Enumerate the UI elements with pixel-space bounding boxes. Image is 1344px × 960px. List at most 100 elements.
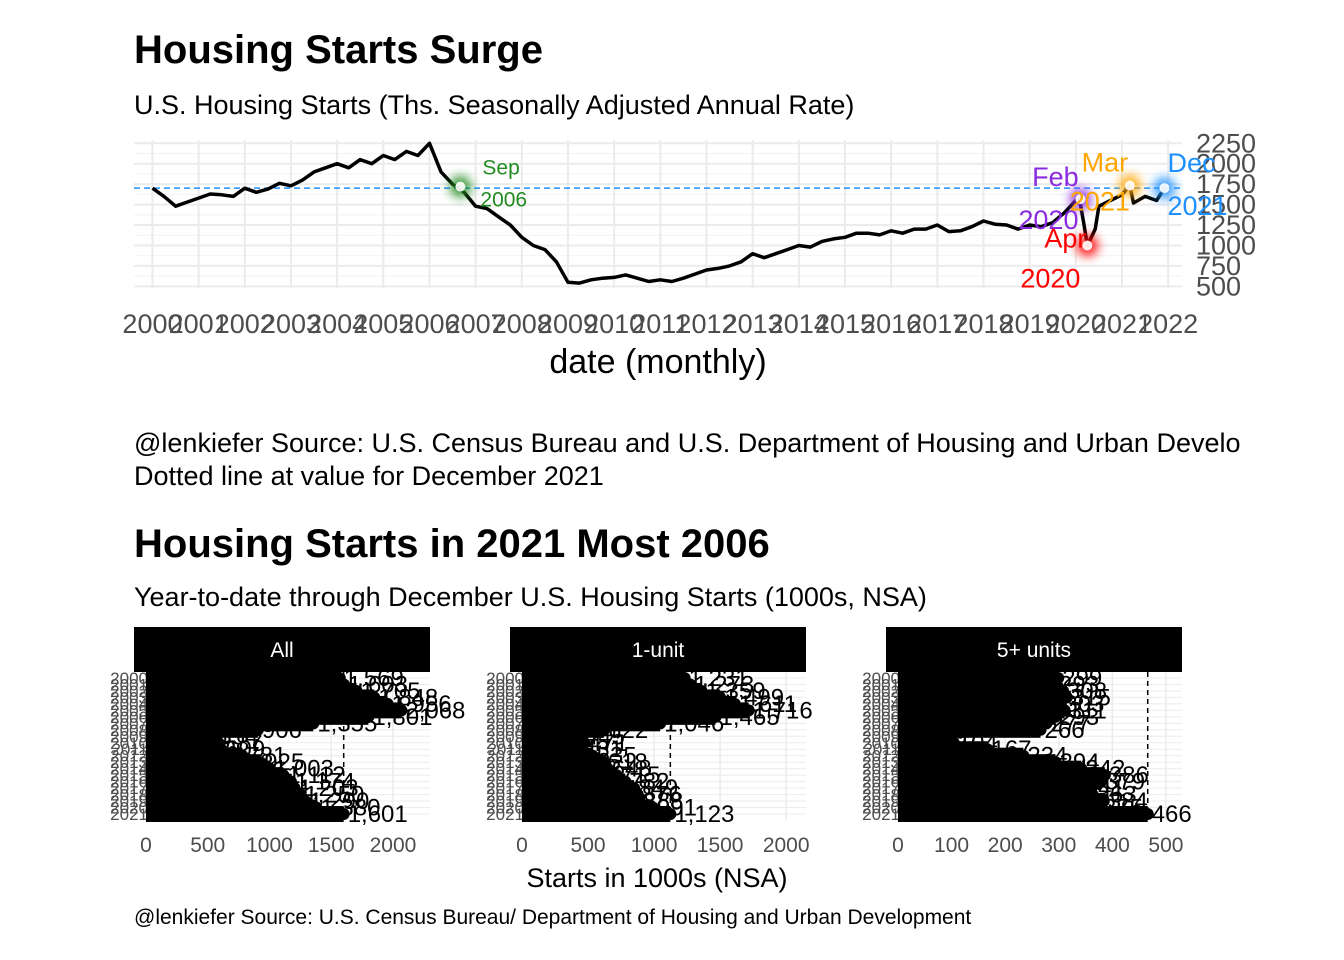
y-tick-label: 2017 xyxy=(486,779,524,798)
bar-value-label: 1,801 xyxy=(372,704,432,731)
y-tick-label: 2005 xyxy=(862,701,900,720)
y-tick-label: 2009 xyxy=(110,727,148,746)
x-tick-label: 2015 xyxy=(815,309,875,339)
y-tick-label: 2002 xyxy=(862,682,900,701)
bar-value-label: 386 xyxy=(1109,762,1149,789)
y-tick-label: 2004 xyxy=(110,695,148,714)
y-tick-label: 2000 xyxy=(110,669,148,688)
y-tick-label: 2019 xyxy=(862,792,900,811)
bar xyxy=(146,806,344,822)
highlight-point xyxy=(1159,183,1170,194)
x-tick-label: 2007 xyxy=(446,309,506,339)
y-tick-label: 2008 xyxy=(110,721,148,740)
y-tick-label: 2001 xyxy=(862,675,900,694)
bar-endpoint xyxy=(709,710,722,723)
y-tick-label: 2018 xyxy=(862,786,900,805)
highlight-point xyxy=(1075,194,1086,205)
y-tick-label: 2011 xyxy=(111,740,148,759)
y-tick-label: 2002 xyxy=(110,682,148,701)
y-tick-label: 2003 xyxy=(486,688,524,707)
y-tick-label: 2011 xyxy=(487,740,524,759)
bar-endpoint xyxy=(395,704,408,717)
y-tick-label: 2014 xyxy=(862,760,900,779)
bar-value-label: 308 xyxy=(1067,678,1107,705)
chart2-subtitle: Year-to-date through December U.S. Housi… xyxy=(134,582,927,612)
y-tick-label: 2017 xyxy=(110,779,148,798)
y-tick-label: 2007 xyxy=(110,714,148,733)
annotation-year: 2020 xyxy=(1020,263,1080,293)
x-tick-label: 0 xyxy=(516,834,528,857)
y-tick-label: 2010 xyxy=(862,734,900,753)
bar-endpoint xyxy=(654,717,667,730)
x-tick-label: 1500 xyxy=(697,834,744,857)
bar-endpoint xyxy=(1141,808,1154,820)
y-tick-label: 2012 xyxy=(486,747,524,766)
y-tick-label: 2010 xyxy=(110,734,148,753)
bar-value-label: 1,123 xyxy=(674,801,734,828)
y-tick-label: 2018 xyxy=(486,786,524,805)
x-tick-label: 2009 xyxy=(538,309,598,339)
y-tick-label: 2000 xyxy=(1196,149,1256,179)
facet-strip-label: 5+ units xyxy=(997,639,1071,662)
y-tick-label: 2009 xyxy=(486,727,524,746)
x-tick-label: 2006 xyxy=(399,309,459,339)
x-tick-label: 1000 xyxy=(631,834,678,857)
y-tick-label: 2004 xyxy=(862,695,900,714)
bar-value-label: 311 xyxy=(1069,697,1107,724)
bar-value-label: 466 xyxy=(1152,801,1192,828)
bar-value-label: 622 xyxy=(608,717,648,744)
y-tick-label: 2020 xyxy=(486,799,524,818)
y-tick-label: 2012 xyxy=(110,747,148,766)
x-tick-label: 500 xyxy=(571,834,606,857)
housing-starts-line xyxy=(151,141,1166,285)
x-tick-label: 2005 xyxy=(353,309,413,339)
annotation-year: 2006 xyxy=(480,189,527,212)
chart1-caption-line1: @lenkiefer Source: U.S. Census Bureau an… xyxy=(134,428,1241,458)
x-tick-label: 2021 xyxy=(1092,309,1152,339)
y-tick-label: 2016 xyxy=(862,773,900,792)
x-tick-label: 2018 xyxy=(953,309,1013,339)
x-tick-label: 400 xyxy=(1095,834,1130,857)
y-tick-label: 2019 xyxy=(486,792,524,811)
bar-endpoint xyxy=(1095,775,1108,788)
annotation-year: 2021 xyxy=(1167,191,1227,221)
x-tick-label: 2000 xyxy=(370,834,417,857)
bar-value-label: 266 xyxy=(1045,717,1085,744)
y-tick-label: 2013 xyxy=(486,753,524,772)
y-tick-label: 2007 xyxy=(486,714,524,733)
x-tick-label: 2019 xyxy=(1000,309,1060,339)
y-tick-label: 1000 xyxy=(1196,230,1256,260)
y-tick-label: 2018 xyxy=(110,786,148,805)
x-tick-label: 2016 xyxy=(861,309,921,339)
y-tick-label: 2015 xyxy=(486,766,524,785)
bar-value-label: 303 xyxy=(1064,691,1104,718)
annotation-month: Feb xyxy=(1032,162,1079,192)
bar-value-label: 1,046 xyxy=(664,710,724,737)
y-tick-label: 2019 xyxy=(110,792,148,811)
x-tick-label: 2017 xyxy=(907,309,967,339)
y-tick-label: 2001 xyxy=(486,675,524,694)
y-tick-label: 2002 xyxy=(486,682,524,701)
y-tick-label: 2008 xyxy=(486,721,524,740)
facet-strip xyxy=(886,627,1182,672)
y-tick-label: 2020 xyxy=(862,799,900,818)
bar-endpoint xyxy=(1058,704,1071,717)
y-tick-label: 2021 xyxy=(862,805,900,824)
bar-value-label: 1,716 xyxy=(753,697,813,724)
y-tick-label: 2011 xyxy=(863,740,900,759)
y-tick-label: 2012 xyxy=(862,747,900,766)
chart1-caption-line2: Dotted line at value for December 2021 xyxy=(134,461,604,491)
y-tick-label: 2014 xyxy=(110,760,148,779)
facet-strip xyxy=(134,627,430,672)
y-tick-label: 2021 xyxy=(486,805,524,824)
bar-value-label: 849 xyxy=(638,775,678,802)
x-tick-label: 2000 xyxy=(763,834,810,857)
bar-value-label: 299 xyxy=(1062,665,1102,692)
chart1-title: Housing Starts Surge xyxy=(134,28,543,72)
y-tick-label: 2007 xyxy=(862,714,900,733)
y-tick-label: 2008 xyxy=(862,721,900,740)
y-tick-label: 2250 xyxy=(1196,128,1256,158)
x-tick-label: 2011 xyxy=(631,309,689,339)
x-tick-label: 2002 xyxy=(215,309,275,339)
